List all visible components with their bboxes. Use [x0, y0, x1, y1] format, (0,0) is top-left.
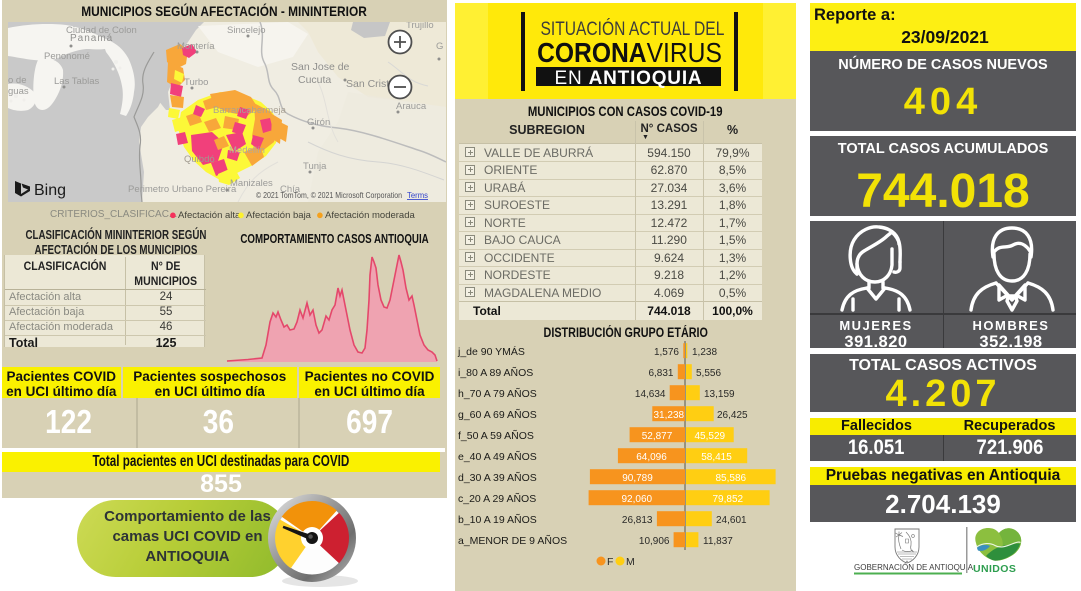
svg-text:j_de 90 YMÁS: j_de 90 YMÁS	[457, 345, 525, 358]
svg-text:Girón: Girón	[307, 117, 330, 128]
svg-text:Montería: Montería	[177, 41, 215, 52]
svg-text:G: G	[436, 41, 443, 52]
svg-text:Tunja: Tunja	[303, 161, 327, 172]
svg-text:1,576: 1,576	[654, 347, 679, 358]
svg-text:26,813: 26,813	[622, 515, 653, 526]
svg-text:F: F	[607, 556, 613, 568]
svg-text:Arauca: Arauca	[396, 101, 427, 112]
svg-text:79,852: 79,852	[713, 494, 744, 505]
svg-text:GOBERNACIÓN DE ANTIOQUIA: GOBERNACIÓN DE ANTIOQUIA	[854, 563, 974, 572]
svg-text:g_60 A 69 AÑOS: g_60 A 69 AÑOS	[458, 408, 537, 421]
svg-text:Quibdó: Quibdó	[184, 154, 215, 165]
svg-text:© 2021 TomTom, © 2021 Microsof: © 2021 TomTom, © 2021 Microsoft Corporat…	[256, 190, 402, 200]
svg-text:Panamá: Panamá	[70, 33, 113, 44]
svg-text:58,415: 58,415	[701, 452, 732, 463]
svg-text:Manizales: Manizales	[230, 178, 273, 189]
svg-text:31,238: 31,238	[654, 410, 685, 421]
svg-text:Chía: Chía	[280, 184, 301, 195]
svg-text:M: M	[626, 556, 635, 568]
svg-text:52,877: 52,877	[642, 431, 673, 442]
svg-text:1,238: 1,238	[692, 347, 717, 358]
svg-text:UNIDOS: UNIDOS	[973, 563, 1016, 575]
svg-text:26,425: 26,425	[717, 410, 748, 421]
svg-text:Las Tablas: Las Tablas	[54, 76, 99, 87]
svg-text:85,586: 85,586	[716, 473, 747, 484]
svg-text:11,837: 11,837	[703, 536, 733, 547]
svg-text:i_80 A 89 AÑOS: i_80 A 89 AÑOS	[458, 366, 533, 379]
svg-text:Perimetro Urbano Pereira: Perimetro Urbano Pereira	[128, 184, 237, 195]
svg-text:h_70 A 79 AÑOS: h_70 A 79 AÑOS	[458, 387, 537, 400]
svg-text:64,096: 64,096	[636, 452, 667, 463]
svg-text:Trujillo: Trujillo	[406, 22, 434, 31]
svg-text:Cucuta: Cucuta	[298, 74, 331, 86]
svg-text:Barrancabermeja: Barrancabermeja	[213, 105, 287, 116]
svg-text:San Jose de: San Jose de	[291, 61, 350, 73]
svg-text:45,529: 45,529	[695, 431, 726, 442]
svg-text:c_20 A 29 AÑOS: c_20 A 29 AÑOS	[458, 492, 536, 505]
svg-text:90,789: 90,789	[622, 473, 653, 484]
svg-text:13,159: 13,159	[704, 389, 735, 400]
svg-text:5,556: 5,556	[696, 368, 721, 379]
svg-text:Terms: Terms	[407, 190, 428, 200]
svg-text:14,634: 14,634	[635, 389, 666, 400]
svg-text:b_10 A 19 AÑOS: b_10 A 19 AÑOS	[458, 513, 537, 526]
svg-text:o de: o de	[8, 75, 27, 86]
svg-text:24,601: 24,601	[716, 515, 747, 526]
svg-text:Sincelejo: Sincelejo	[227, 25, 266, 36]
svg-text:e_40 A 49 AÑOS: e_40 A 49 AÑOS	[458, 450, 537, 463]
svg-text:92,060: 92,060	[622, 494, 653, 505]
svg-text:a_MENOR DE 9 AÑOS: a_MENOR DE 9 AÑOS	[458, 534, 567, 547]
svg-text:guas: guas	[8, 86, 29, 97]
svg-text:f_50 A 59 AÑOS: f_50 A 59 AÑOS	[458, 429, 534, 442]
svg-text:d_30 A 39 AÑOS: d_30 A 39 AÑOS	[458, 471, 537, 484]
svg-text:10,906: 10,906	[639, 536, 670, 547]
svg-text:Medellín: Medellín	[229, 145, 265, 156]
svg-text:Bing: Bing	[34, 182, 66, 199]
svg-text:6,831: 6,831	[648, 368, 673, 379]
svg-text:Penonomé: Penonomé	[44, 51, 90, 62]
svg-text:Turbo: Turbo	[184, 77, 208, 88]
svg-text:Ciudad de Colon: Ciudad de Colon	[66, 25, 137, 36]
svg-text:San Cristó: San Cristó	[346, 78, 395, 90]
